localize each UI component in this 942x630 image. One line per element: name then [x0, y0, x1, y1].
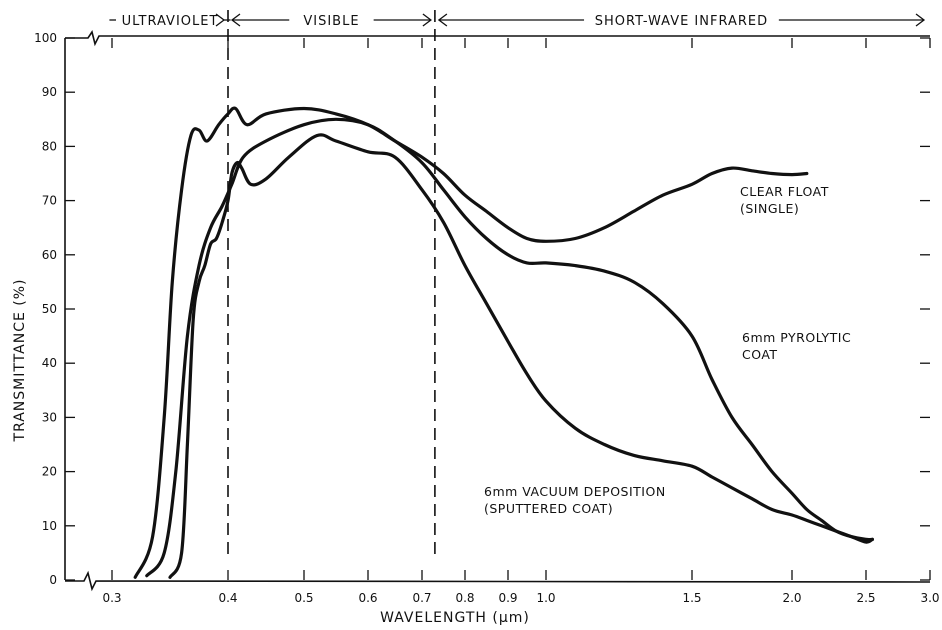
y-axis: 0 10 20 30 40 50 60 70 80 90 100: [34, 31, 930, 587]
top-border-line: [65, 30, 930, 47]
x-axis: 0.3 0.4 0.5 0.6 0.7 0.8 0.9 1.0 1.5 2.0 2.5 3.0: [102, 38, 940, 605]
x-axis-title: WAVELENGTH (μm): [380, 610, 530, 626]
y-tick-label: 10: [42, 519, 57, 533]
pyrolytic-coat-curve: [145, 117, 874, 578]
spectral-region-band: ULTRAVIOLET VISIBLE SHORT-WAVE INFRARED: [109, 10, 926, 556]
x-tick-label: 0.6: [358, 591, 377, 605]
y-tick-label: 0: [49, 573, 57, 587]
y-tick-label: 40: [42, 356, 57, 370]
x-tick-label: 1.0: [536, 591, 555, 605]
series-label: 6mm VACUUM DEPOSITION (SPUTTERED COAT): [484, 484, 666, 516]
series-label-line: (SPUTTERED COAT): [484, 501, 613, 516]
x-tick-label: 2.5: [856, 591, 875, 605]
series-label: 6mm PYROLYTIC COAT: [742, 330, 851, 362]
series-label-line: CLEAR FLOAT: [740, 184, 829, 199]
x-tick-label: 0.8: [455, 591, 474, 605]
x-tick-label: 0.4: [218, 591, 237, 605]
series-label-line: COAT: [742, 347, 778, 362]
series-group: [133, 106, 874, 579]
series-label-line: (SINGLE): [740, 201, 799, 216]
arrow-right-icon: [422, 13, 432, 27]
x-tick-label: 0.5: [294, 591, 313, 605]
x-axis-line: [65, 570, 931, 592]
y-tick-label: 50: [42, 302, 57, 316]
vacuum-deposition-curve: [168, 133, 874, 579]
region-label: VISIBLE: [303, 14, 359, 29]
y-tick-label: 100: [34, 31, 57, 45]
x-tick-label: 0.7: [412, 591, 431, 605]
x-tick-label: 3.0: [920, 591, 939, 605]
clear-float-curve: [133, 106, 809, 579]
y-tick-label: 30: [42, 410, 57, 424]
arrow-right-icon: [915, 13, 926, 27]
region-label: ULTRAVIOLET: [122, 14, 219, 29]
y-tick-label: 80: [42, 139, 57, 153]
region-label: SHORT-WAVE INFRARED: [595, 14, 768, 29]
y-tick-label: 60: [42, 248, 57, 262]
arrow-left-icon: [230, 13, 241, 27]
y-axis-title: TRANSMITTANCE (%): [12, 279, 28, 443]
y-tick-label: 70: [42, 194, 57, 208]
x-tick-label: 2.0: [782, 591, 801, 605]
arrow-left-icon: [437, 13, 448, 27]
series-label-line: 6mm VACUUM DEPOSITION: [484, 484, 666, 499]
x-tick-label: 0.9: [498, 591, 517, 605]
y-tick-label: 20: [42, 465, 57, 479]
y-tick-label: 90: [42, 85, 57, 99]
series-label: CLEAR FLOAT (SINGLE): [740, 184, 829, 216]
x-tick-label: 1.5: [682, 591, 701, 605]
x-tick-label: 0.3: [102, 591, 121, 605]
series-label-line: 6mm PYROLYTIC: [742, 330, 851, 345]
arrow-right-icon: [215, 13, 226, 27]
series-label-group: CLEAR FLOAT (SINGLE)6mm PYROLYTIC COAT6mm …: [484, 184, 851, 516]
